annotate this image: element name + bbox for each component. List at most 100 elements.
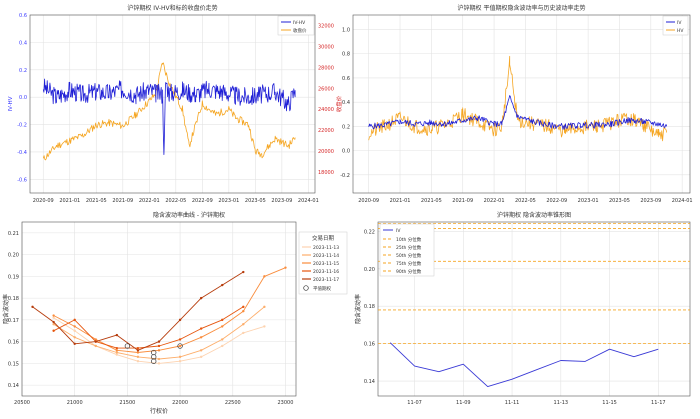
smile-point	[242, 331, 245, 335]
y-tick-label: 0.2	[19, 68, 27, 74]
legend-label: 2023-11-17	[313, 277, 339, 283]
x-tick-label: 22500	[225, 400, 241, 406]
y-tick-label: 0.4	[342, 100, 350, 106]
legend-label: 10th 分位数	[396, 236, 422, 243]
y-tick-label: 0.22	[364, 229, 375, 235]
smile-point	[52, 329, 55, 332]
smile-point	[263, 305, 266, 309]
y2-axis-label: 收盘价	[335, 95, 343, 112]
x-tick-label: 22000	[172, 400, 188, 406]
legend-label: 75th 分位数	[396, 260, 422, 267]
hv-line	[368, 55, 667, 142]
smile-point	[73, 318, 76, 322]
smile-point	[157, 349, 161, 352]
smile-point	[221, 325, 224, 328]
y-tick-label: -0.2	[17, 123, 27, 129]
smile-point	[178, 344, 182, 348]
smile-point	[199, 327, 203, 330]
close-price-line	[42, 62, 296, 161]
atm-marker	[151, 358, 157, 364]
x-tick-label: 2021-01	[59, 198, 80, 204]
y-tick-label: 0.19	[8, 274, 19, 280]
smile-point	[263, 275, 266, 278]
y-tick-label: 0.6	[19, 13, 27, 19]
x-tick-label: 2022-09	[192, 198, 213, 204]
legend-label: 25th 分位数	[396, 244, 422, 251]
chart-title: 沪锌期权 隐含波动率锥形图	[497, 211, 571, 219]
smile-point	[263, 325, 266, 328]
smile-point	[242, 305, 245, 309]
smile-point	[52, 323, 55, 326]
legend-label: 2023-11-13	[313, 245, 339, 251]
smile-point	[221, 344, 224, 348]
chart-title: 沪锌期权 平值期权隐含波动率与历史波动率走势	[458, 4, 586, 12]
legend-label: IV	[677, 20, 682, 26]
chart-title: 沪锌期权 IV-HV和标的收盘价走势	[127, 4, 217, 12]
smile-point	[73, 325, 76, 328]
x-tick-label: 2020-09	[33, 198, 54, 204]
legend-label: 平值期权	[313, 285, 331, 292]
x-tick-label: 2023-09	[271, 198, 292, 204]
smile-point	[73, 329, 76, 332]
smile-point	[157, 362, 161, 365]
y-tick-label: -0.4	[17, 150, 27, 156]
smile-point	[52, 314, 55, 317]
plot-frame	[377, 221, 691, 397]
x-tick-label: 2021-01	[390, 198, 411, 204]
x-tick-label: 11-17	[651, 400, 666, 406]
smile-point	[157, 357, 161, 361]
x-tick-label: 2021-05	[86, 198, 107, 204]
y2-tick-label: 30000	[318, 44, 334, 50]
y-tick-label: 0.14	[8, 383, 19, 389]
legend-label: IV	[396, 228, 401, 234]
smile-point	[73, 342, 76, 345]
smile-point	[115, 351, 119, 354]
smile-line-2023-11-15	[53, 267, 286, 353]
smile-point	[73, 336, 76, 339]
smile-point	[31, 305, 34, 309]
smile-point	[242, 309, 245, 313]
smile-point	[221, 318, 224, 322]
smile-point	[136, 360, 140, 363]
legend-label: 2023-11-16	[313, 269, 339, 275]
y-tick-label: 0.18	[8, 296, 19, 302]
y-axis-label: 隐含波动率	[354, 294, 362, 324]
atm-marker	[124, 343, 131, 349]
smile-point	[136, 349, 140, 352]
smile-point	[157, 344, 161, 348]
legend-label: 2023-11-14	[313, 253, 339, 259]
y-tick-label: -0.2	[340, 173, 350, 179]
legend-box	[379, 223, 435, 277]
x-tick-label: 11-11	[505, 400, 520, 406]
y-tick-label: 0.17	[8, 318, 19, 324]
x-tick-label: 2022-09	[546, 198, 567, 204]
smile-point	[136, 351, 140, 354]
x-tick-label: 2020-09	[358, 198, 379, 204]
smile-line-2023-11-16	[53, 306, 244, 349]
x-tick-label: 2022-05	[515, 198, 536, 204]
smile-point	[242, 270, 245, 274]
smile-point	[221, 338, 224, 341]
y-tick-label: 0.18	[364, 304, 375, 310]
x-tick-label: 11-09	[456, 400, 471, 406]
x-tick-label: 2023-05	[609, 198, 630, 204]
smile-point	[178, 360, 182, 363]
smile-point	[94, 338, 97, 341]
smile-point	[115, 346, 119, 350]
x-tick-label: 11-13	[554, 400, 569, 406]
legend-label: 2023-11-15	[313, 261, 339, 267]
smile-point	[94, 344, 97, 348]
x-tick-label: 2023-05	[245, 198, 266, 204]
y-tick-label: 0.20	[8, 253, 19, 259]
y-tick-label: -0.6	[17, 177, 27, 183]
legend-atm-marker	[303, 285, 309, 291]
y-tick-label: 0.0	[19, 95, 27, 101]
y2-tick-label: 32000	[318, 23, 334, 29]
y-tick-label: 0.0	[342, 149, 350, 155]
smile-point	[115, 353, 119, 356]
smile-point	[178, 338, 182, 341]
smile-point	[199, 349, 203, 352]
iv-line	[389, 342, 659, 388]
smile-point	[242, 323, 245, 326]
x-tick-label: 2023-01	[578, 198, 599, 204]
